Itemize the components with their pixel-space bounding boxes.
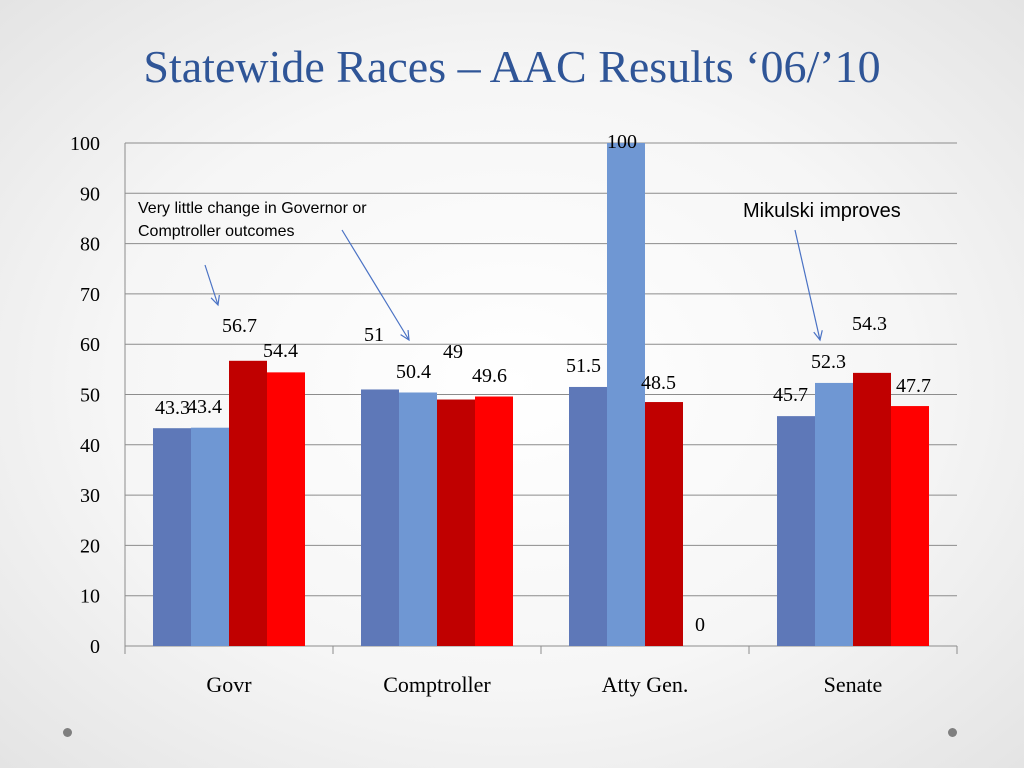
x-category-label: Atty Gen.	[602, 672, 689, 697]
data-label: 47.7	[896, 375, 931, 397]
data-label: 52.3	[811, 351, 846, 373]
data-label: 56.7	[222, 315, 257, 337]
data-label: 49	[443, 341, 463, 363]
annotation-arrowhead	[400, 329, 410, 342]
bar	[361, 389, 399, 646]
data-label: 51	[364, 324, 384, 346]
bar	[607, 143, 645, 646]
y-tick-label: 10	[80, 586, 100, 608]
data-label: 43.4	[187, 396, 222, 418]
y-tick-label: 40	[80, 435, 100, 457]
bar	[777, 416, 815, 646]
data-label: 54.4	[263, 340, 298, 362]
bar	[891, 406, 929, 646]
decorative-dot-right	[948, 728, 957, 737]
y-tick-label: 90	[80, 183, 100, 205]
data-label: 100	[607, 131, 637, 153]
annotation-text: Comptroller outcomes	[138, 223, 295, 240]
bar	[399, 392, 437, 646]
y-tick-label: 100	[70, 133, 100, 155]
bar	[153, 428, 191, 646]
annotation-text: Mikulski improves	[743, 200, 901, 222]
data-label: 49.6	[472, 365, 507, 387]
bar	[475, 396, 513, 646]
data-label: 45.7	[773, 384, 808, 406]
bar	[853, 372, 891, 646]
bar	[815, 382, 853, 646]
x-category-label: Govr	[206, 672, 252, 697]
decorative-dot-left	[63, 728, 72, 737]
y-tick-label: 0	[90, 636, 100, 658]
data-label: 43.3	[155, 397, 190, 419]
annotation-arrow	[204, 264, 219, 306]
annotation-arrow	[341, 229, 410, 341]
bar	[191, 427, 229, 646]
data-label: 51.5	[566, 355, 601, 377]
bar	[437, 399, 475, 646]
y-tick-label: 70	[80, 284, 100, 306]
y-tick-label: 60	[80, 334, 100, 356]
data-label: 0	[695, 614, 705, 636]
x-category-label: Comptroller	[383, 672, 491, 697]
data-label: 50.4	[396, 361, 431, 383]
slide-title: Statewide Races – AAC Results ‘06/’10	[143, 41, 881, 92]
y-tick-label: 20	[80, 535, 100, 557]
y-tick-label: 30	[80, 485, 100, 507]
annotation-arrow	[794, 229, 821, 341]
bar	[267, 372, 305, 646]
data-label: 48.5	[641, 372, 676, 394]
bar	[569, 386, 607, 646]
bar	[229, 360, 267, 646]
annotation-arrowhead	[210, 295, 220, 307]
annotation-arrowhead	[813, 330, 823, 342]
data-label: 54.3	[852, 313, 887, 335]
bar	[645, 402, 683, 646]
x-category-label: Senate	[824, 672, 883, 697]
annotation-text: Very little change in Governor or	[138, 200, 367, 217]
y-tick-label: 80	[80, 234, 100, 256]
y-tick-label: 50	[80, 385, 100, 407]
